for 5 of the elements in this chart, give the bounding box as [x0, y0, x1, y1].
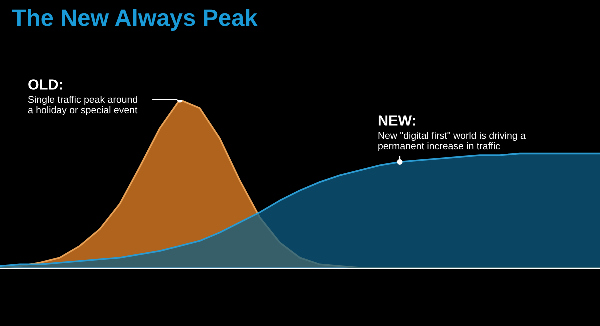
- chart-title: The New Always Peak: [12, 8, 258, 32]
- annotation: New "digital first" world is driving a permanent increase in traffic: [378, 132, 526, 152]
- text: OLD:: [28, 80, 62, 90]
- annotation: NEW:: [378, 116, 416, 126]
- annotation: Single traffic peak around a holiday or special event: [28, 96, 138, 116]
